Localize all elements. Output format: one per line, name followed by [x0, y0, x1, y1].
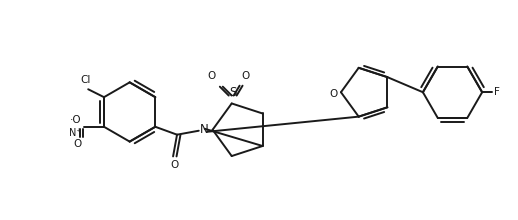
Text: N: N	[200, 123, 208, 136]
Text: F: F	[494, 87, 500, 97]
Text: S: S	[229, 86, 236, 99]
Text: O: O	[330, 89, 338, 99]
Text: Cl: Cl	[80, 75, 91, 85]
Text: ·O: ·O	[69, 115, 81, 125]
Text: O: O	[170, 160, 178, 170]
Text: O: O	[73, 139, 81, 149]
Text: O: O	[208, 71, 216, 81]
Text: N⁺: N⁺	[69, 128, 81, 138]
Text: O: O	[241, 71, 250, 81]
